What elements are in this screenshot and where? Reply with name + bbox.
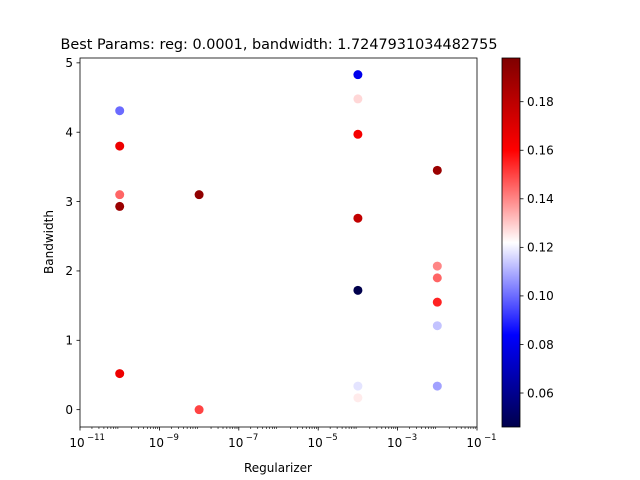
x-tick-label: 10 [466, 436, 481, 450]
data-point [353, 94, 363, 104]
data-point [432, 297, 442, 307]
data-point [353, 70, 363, 80]
x-tick-label: 10 [308, 436, 323, 450]
data-point [353, 129, 363, 139]
data-point [432, 261, 442, 271]
data-point [194, 405, 204, 415]
data-point [194, 190, 204, 200]
data-point [432, 321, 442, 331]
plot-frame [79, 57, 478, 428]
colorbar-tick-label: 0.16 [527, 144, 554, 158]
data-point [353, 393, 363, 403]
colorbar-tick-label: 0.10 [527, 289, 554, 303]
x-axis-ticks: 10 −11 10 −9 10 −7 10 −5 10 −3 10 −1 [69, 427, 497, 450]
x-tick-exponent: −9 [166, 433, 179, 443]
y-tick-label: 2 [65, 264, 73, 278]
chart-title: Best Params: reg: 0.0001, bandwidth: 1.7… [61, 37, 498, 53]
x-tick-exponent: −11 [87, 433, 105, 443]
colorbar-tick-label: 0.06 [527, 386, 554, 400]
x-tick-label: 10 [149, 436, 164, 450]
data-point [115, 201, 125, 211]
x-tick-label: 10 [387, 436, 402, 450]
x-tick-exponent: −1 [484, 433, 497, 443]
data-point [115, 141, 125, 151]
colorbar-tick-label: 0.12 [527, 241, 554, 255]
x-tick-label: 10 [69, 436, 84, 450]
y-axis-label: Bandwidth [42, 210, 56, 274]
data-point [432, 381, 442, 391]
data-point [432, 165, 442, 175]
x-tick-exponent: −7 [246, 433, 259, 443]
data-point [353, 213, 363, 223]
x-tick-exponent: −5 [325, 433, 338, 443]
data-point [353, 381, 363, 391]
data-point [115, 106, 125, 116]
colorbar-tick-label: 0.14 [527, 192, 554, 206]
y-tick-label: 3 [65, 195, 73, 209]
data-point [432, 273, 442, 283]
x-tick-exponent: −3 [405, 433, 418, 443]
data-point [353, 285, 363, 295]
data-point [115, 190, 125, 200]
y-tick-label: 1 [65, 334, 73, 348]
colorbar [501, 57, 521, 428]
y-tick-label: 0 [65, 403, 73, 417]
colorbar-tick-label: 0.08 [527, 338, 554, 352]
x-axis-label: Regularizer [244, 461, 312, 475]
x-tick-label: 10 [228, 436, 243, 450]
y-axis-ticks: 0 1 2 3 4 5 [65, 56, 80, 417]
y-tick-label: 5 [65, 56, 73, 70]
data-points [115, 70, 442, 415]
colorbar-tick-label: 0.18 [527, 95, 554, 109]
y-tick-label: 4 [65, 126, 73, 140]
data-point [115, 369, 125, 379]
colorbar-ticks: 0.06 0.08 0.10 0.12 0.14 0.16 0.18 [520, 95, 554, 400]
